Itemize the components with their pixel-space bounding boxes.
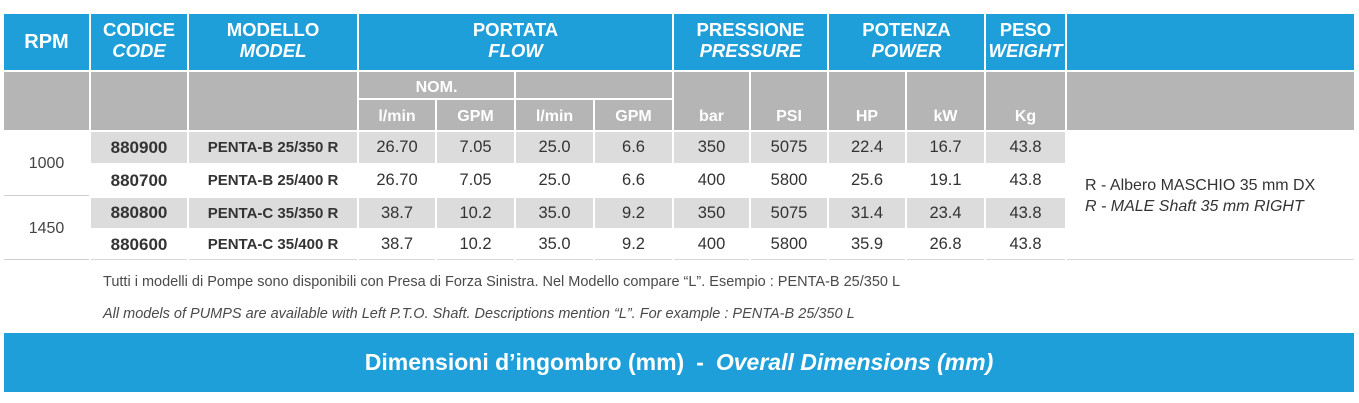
pressure-psi-label: PSI: [751, 72, 827, 130]
flow-subheader-blank: [516, 72, 672, 98]
spec-table: RPM CODICE CODE MODELLO MODEL PORTATA FL…: [4, 14, 1354, 260]
flow-header-it: PORTATA: [472, 18, 559, 40]
nominal-flow-label: NOM.: [359, 72, 514, 98]
power-header-it: POTENZA: [862, 18, 951, 40]
power-header-stack: POTENZA POWER: [862, 19, 950, 61]
weight-header: PESO WEIGHT: [986, 14, 1065, 70]
flow-lmin-label: l/min: [516, 100, 593, 130]
model-subheader-blank: [189, 72, 357, 130]
power-kw-label: kW: [907, 72, 984, 130]
model-header-en: MODEL: [239, 39, 307, 61]
flow-header-stack: PORTATA FLOW: [473, 19, 558, 61]
model-cell: PENTA-C 35/350 R: [189, 198, 357, 228]
power-hp-cell: 31.4: [829, 198, 905, 228]
footnote-en: All models of PUMPS are available with L…: [103, 306, 855, 322]
power-hp-cell: 35.9: [829, 230, 905, 260]
notes-header-blank: [1067, 14, 1354, 70]
pressure-psi-cell: 5800: [751, 230, 827, 260]
section-banner: Dimensioni d’ingombro (mm) - Overall Dim…: [4, 333, 1354, 392]
rpm-cell: 1000: [4, 132, 89, 196]
flow-lmin-cell: 35.0: [516, 230, 593, 260]
flow-gpm-cell: 6.6: [595, 165, 672, 196]
flow-lmin-cell: 25.0: [516, 165, 593, 196]
pressure-bar-cell: 350: [674, 198, 749, 228]
power-kw-cell: 16.7: [907, 132, 984, 163]
flow-header-en: FLOW: [488, 39, 543, 61]
flow-nominal-gpm-cell: 7.05: [437, 165, 514, 196]
rpm-cell: 1450: [4, 198, 89, 260]
model-header-stack: MODELLO MODEL: [227, 19, 320, 61]
weight-kg-label: Kg: [986, 72, 1065, 130]
flow-nominal-lmin-cell: 26.70: [359, 132, 435, 163]
power-kw-cell: 26.8: [907, 230, 984, 260]
power-hp-cell: 25.6: [829, 165, 905, 196]
power-kw-cell: 23.4: [907, 198, 984, 228]
pressure-bar-cell: 400: [674, 230, 749, 260]
flow-header: PORTATA FLOW: [359, 14, 672, 70]
shaft-note-stack: R - Albero MASCHIO 35 mm DX R - MALE Sha…: [1085, 175, 1315, 217]
code-cell: 880700: [91, 165, 187, 196]
banner-title-en: Overall Dimensions (mm): [715, 349, 994, 375]
code-cell: 880900: [91, 132, 187, 163]
flow-gpm-label: GPM: [595, 100, 672, 130]
flow-lmin-cell: 35.0: [516, 198, 593, 228]
power-hp-cell: 22.4: [829, 132, 905, 163]
pressure-header: PRESSIONE PRESSURE: [674, 14, 827, 70]
banner-separator: -: [696, 349, 704, 375]
pressure-psi-cell: 5075: [751, 132, 827, 163]
weight-header-stack: PESO WEIGHT: [989, 19, 1063, 61]
code-header-en: CODE: [112, 39, 166, 61]
flow-nominal-lmin-cell: 38.7: [359, 230, 435, 260]
code-cell: 880600: [91, 230, 187, 260]
pressure-header-en: PRESSURE: [699, 39, 802, 61]
pressure-header-stack: PRESSIONE PRESSURE: [697, 19, 805, 61]
banner-title-it: Dimensioni d’ingombro (mm): [364, 349, 685, 375]
notes-subheader-blank: [1067, 72, 1354, 130]
flow-gpm-cell: 6.6: [595, 132, 672, 163]
pressure-psi-cell: 5800: [751, 165, 827, 196]
code-cell: 880800: [91, 198, 187, 228]
shaft-note-en: R - MALE Shaft 35 mm RIGHT: [1085, 197, 1304, 215]
shaft-note: R - Albero MASCHIO 35 mm DX R - MALE Sha…: [1067, 132, 1354, 260]
weight-kg-cell: 43.8: [986, 165, 1065, 196]
weight-header-en: WEIGHT: [988, 39, 1063, 61]
shaft-note-it: R - Albero MASCHIO 35 mm DX: [1085, 176, 1316, 194]
weight-kg-cell: 43.8: [986, 198, 1065, 228]
flow-nominal-gpm-label: GPM: [437, 100, 514, 130]
rpm-header: RPM: [4, 14, 89, 70]
code-header-stack: CODICE CODE: [103, 19, 175, 61]
flow-lmin-cell: 25.0: [516, 132, 593, 163]
power-hp-label: HP: [829, 72, 905, 130]
model-cell: PENTA-B 25/350 R: [189, 132, 357, 163]
flow-nominal-lmin-label: l/min: [359, 100, 435, 130]
model-header-it: MODELLO: [226, 18, 320, 40]
pressure-bar-label: bar: [674, 72, 749, 130]
code-header: CODICE CODE: [91, 14, 187, 70]
flow-gpm-cell: 9.2: [595, 198, 672, 228]
model-header: MODELLO MODEL: [189, 14, 357, 70]
weight-kg-cell: 43.8: [986, 230, 1065, 260]
power-kw-cell: 19.1: [907, 165, 984, 196]
footnotes: Tutti i modelli di Pompe sono disponibil…: [103, 266, 900, 330]
flow-nominal-gpm-cell: 10.2: [437, 198, 514, 228]
rpm-subheader-blank: [4, 72, 89, 130]
flow-nominal-lmin-cell: 38.7: [359, 198, 435, 228]
pressure-bar-cell: 350: [674, 132, 749, 163]
power-header: POTENZA POWER: [829, 14, 984, 70]
power-header-en: POWER: [871, 39, 942, 61]
code-header-it: CODICE: [103, 18, 175, 40]
flow-gpm-cell: 9.2: [595, 230, 672, 260]
pressure-bar-cell: 400: [674, 165, 749, 196]
pressure-header-it: PRESSIONE: [696, 18, 805, 40]
pressure-psi-cell: 5075: [751, 198, 827, 228]
model-cell: PENTA-C 35/400 R: [189, 230, 357, 260]
flow-nominal-gpm-cell: 7.05: [437, 132, 514, 163]
weight-header-it: PESO: [999, 18, 1052, 40]
weight-kg-cell: 43.8: [986, 132, 1065, 163]
flow-nominal-gpm-cell: 10.2: [437, 230, 514, 260]
footnote-it: Tutti i modelli di Pompe sono disponibil…: [103, 274, 901, 290]
model-cell: PENTA-B 25/400 R: [189, 165, 357, 196]
code-subheader-blank: [91, 72, 187, 130]
flow-nominal-lmin-cell: 26.70: [359, 165, 435, 196]
